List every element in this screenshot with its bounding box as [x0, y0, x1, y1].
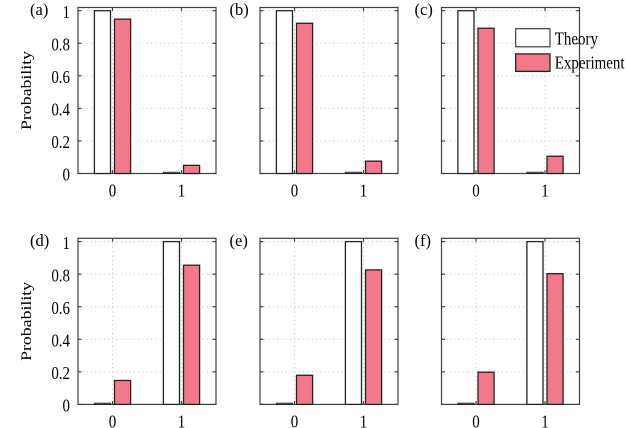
svg-text:0.4: 0.4 — [51, 330, 70, 351]
svg-text:(f): (f) — [415, 231, 431, 250]
svg-text:(e): (e) — [230, 231, 248, 250]
svg-text:Probability: Probability — [17, 50, 34, 130]
svg-text:(d): (d) — [30, 231, 49, 250]
svg-text:(a): (a) — [30, 0, 48, 19]
svg-text:1: 1 — [541, 180, 548, 201]
svg-text:1: 1 — [63, 233, 70, 254]
svg-text:0.8: 0.8 — [51, 34, 70, 55]
svg-text:0.8: 0.8 — [51, 265, 70, 286]
svg-text:0: 0 — [291, 180, 298, 201]
svg-text:1: 1 — [360, 411, 367, 428]
svg-text:1: 1 — [541, 411, 548, 428]
svg-text:0: 0 — [291, 411, 298, 428]
svg-text:1: 1 — [360, 180, 367, 201]
svg-text:Experiment: Experiment — [555, 52, 625, 73]
svg-text:1: 1 — [63, 2, 70, 23]
svg-text:0.6: 0.6 — [51, 67, 70, 88]
svg-text:0: 0 — [63, 395, 70, 416]
svg-text:0: 0 — [109, 180, 116, 201]
svg-text:Theory: Theory — [555, 28, 599, 49]
svg-text:0.6: 0.6 — [51, 298, 70, 319]
svg-text:Probability: Probability — [17, 281, 34, 361]
svg-text:0.2: 0.2 — [51, 132, 70, 153]
svg-text:0.4: 0.4 — [51, 99, 70, 120]
svg-text:0: 0 — [63, 164, 70, 185]
svg-text:0: 0 — [109, 411, 116, 428]
svg-text:(c): (c) — [415, 0, 433, 19]
svg-text:(b): (b) — [230, 0, 249, 19]
svg-text:0.2: 0.2 — [51, 363, 70, 384]
svg-text:0: 0 — [472, 180, 479, 201]
svg-text:1: 1 — [178, 180, 185, 201]
svg-text:0: 0 — [472, 411, 479, 428]
svg-text:1: 1 — [178, 411, 185, 428]
